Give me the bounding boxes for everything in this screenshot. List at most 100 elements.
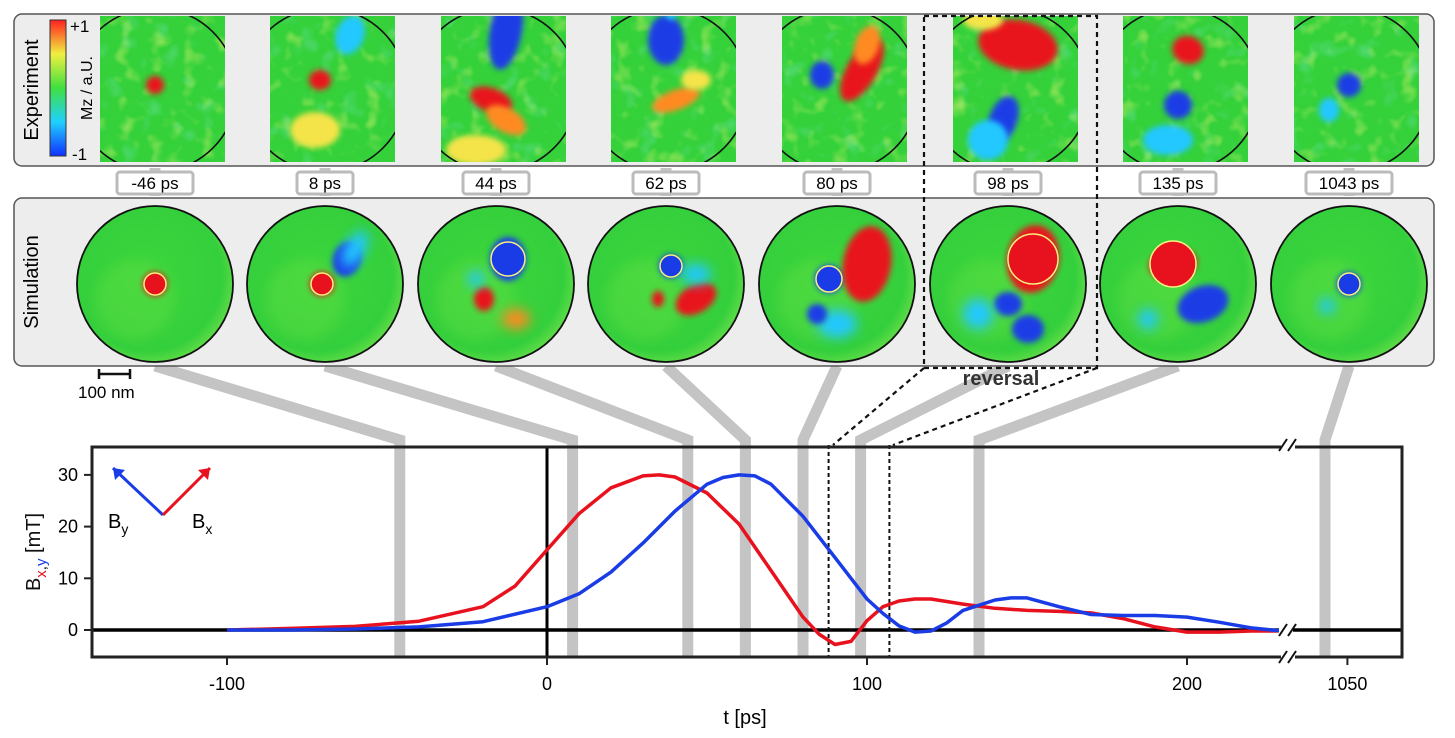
simulation-frame (1099, 205, 1257, 363)
time-label: 1043 ps (1304, 170, 1394, 196)
scale-bar-label: 100 nm (78, 383, 135, 402)
experiment-panel: Experiment +1 -1 Mz / a.U. (13, 13, 1435, 167)
time-label-box (631, 170, 701, 196)
simulation-frame (246, 205, 404, 363)
magnetization-domain (1177, 284, 1229, 324)
series-line-bx (226, 473, 1291, 647)
experiment-frame (1123, 16, 1248, 162)
scale-bar-line (97, 369, 132, 379)
magnetization-domain (994, 292, 1022, 316)
row-label-experiment: Experiment (21, 39, 43, 141)
frame-time-labels: -46 ps 8 ps 44 ps 62 ps 80 ps 98 ps 135 ps 1043… (115, 170, 1394, 196)
magnetization-domain (446, 135, 506, 162)
legend: By Bx (108, 466, 212, 537)
axis-break (1278, 438, 1297, 664)
time-label-box (115, 170, 195, 196)
time-label-box (1138, 170, 1218, 196)
time-label-text: 44 ps (475, 174, 517, 193)
magnetization-domain (341, 230, 369, 268)
magnetization-domain (502, 309, 530, 329)
time-label-box (295, 170, 355, 196)
magnetization-domain (488, 16, 524, 70)
magnetization-domain (648, 16, 684, 65)
magnetization-domain (968, 120, 1008, 160)
magnetization-domain (652, 291, 664, 307)
legend-label-by: By (108, 511, 128, 537)
y-tick-label: 30 (58, 465, 78, 485)
magnetization-domain (963, 16, 1003, 30)
magnetization-domain (842, 226, 892, 302)
vortex-core (659, 254, 683, 278)
y-tick-label: 20 (58, 517, 78, 537)
y-label-part: y (33, 558, 50, 566)
y-label-part: x (33, 570, 50, 578)
magnetization-domain (290, 112, 340, 148)
experiment-frame (441, 16, 566, 162)
break-mark (1278, 623, 1297, 637)
magnetization-domain (146, 76, 164, 94)
break-mark (1278, 650, 1297, 664)
magnetization-domain (1138, 309, 1158, 329)
colorbar-max-label: +1 (70, 17, 89, 36)
magnetization-domain (666, 16, 676, 20)
magnetization-domain (978, 19, 1058, 71)
y-axis-label: Bx,y [mT] (23, 513, 50, 591)
vortex-core (815, 265, 843, 293)
simulation-frame (587, 205, 745, 363)
x-tick-label: 100 (852, 674, 882, 694)
y-label-part: B (23, 578, 45, 591)
y-tick-label: 0 (68, 620, 78, 640)
simulation-frame (76, 205, 234, 363)
legend-label-bx: Bx (192, 511, 212, 537)
magnetization-domain (853, 25, 881, 65)
disk-outline (758, 205, 916, 363)
magnetization-domain (963, 299, 993, 329)
time-label-box (1304, 170, 1394, 196)
series-group (226, 473, 1291, 647)
disk-outline (417, 205, 575, 363)
vortex-core (1149, 240, 1197, 288)
experiment-frame (611, 16, 736, 162)
y-tick-label: 10 (58, 568, 78, 588)
time-label-text: 1043 ps (1319, 174, 1380, 193)
plot-frame (90, 445, 1404, 659)
magnetization-domain (1172, 35, 1204, 65)
x-tick-label: 0 (542, 674, 552, 694)
time-label-text: -46 ps (131, 174, 178, 193)
y-label-part: [mT] (23, 513, 45, 559)
colorbar-axis-label: Mz / a.U. (79, 56, 96, 120)
x-tick-label: -100 (209, 674, 245, 694)
x-tick-label-break: 1050 (1327, 674, 1367, 694)
disk-outline (929, 205, 1087, 363)
time-label-text: 80 ps (816, 174, 858, 193)
magnetization-domain (807, 304, 827, 324)
legend-arrow-by (111, 466, 165, 517)
x-axis-ticks: -100 0 100 200 1050 (209, 657, 1367, 694)
time-label: 98 ps (973, 170, 1043, 196)
experiment-frame (782, 16, 907, 162)
simulation-panel: Simulation (13, 197, 1435, 367)
magnetization-domain (681, 264, 711, 284)
vortex-core (1337, 272, 1361, 296)
magnetization-domain (810, 61, 834, 89)
x-tick-label: 200 (1172, 674, 1202, 694)
magnetization-domain (1012, 315, 1044, 343)
experiment-frame (100, 16, 225, 162)
time-label-box (973, 170, 1043, 196)
disk-outline (246, 205, 404, 363)
reversal-label: reversal (963, 368, 1040, 390)
vortex-core (310, 272, 334, 296)
reversal-highlight: reversal (832, 14, 1099, 447)
simulation-frame (417, 205, 575, 363)
legend-arrowhead (198, 468, 210, 480)
vortex-core (143, 272, 167, 296)
magnetization-domain (468, 271, 484, 287)
time-label-text: 135 ps (1152, 174, 1203, 193)
time-label: 80 ps (802, 170, 872, 196)
scale-bar: 100 nm (78, 369, 135, 402)
y-label-part: , (33, 566, 50, 570)
y-axis-ticks: 0 10 20 30 (58, 465, 92, 640)
disk-outline (587, 205, 745, 363)
magnetization-domain (335, 16, 365, 55)
field-pulse-chart: -100 0 100 200 1050 0 10 20 30 t [ps] Bx,y [mT]… (23, 438, 1404, 729)
